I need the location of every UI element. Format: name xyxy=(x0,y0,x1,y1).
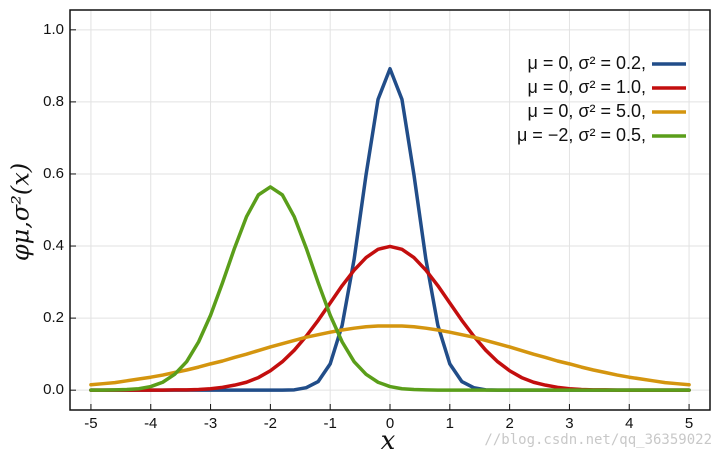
x-tick-label: 3 xyxy=(565,415,573,432)
curve xyxy=(89,324,691,387)
curve xyxy=(89,185,691,392)
y-tick-label: 0.4 xyxy=(43,237,64,254)
x-tick-label: 0 xyxy=(386,415,394,432)
x-tick-label: -5 xyxy=(84,415,97,432)
x-tick-label: -1 xyxy=(324,415,337,432)
legend-label: μ = −2, σ² = 0.5, xyxy=(517,125,646,145)
y-tick-label: 0.0 xyxy=(43,381,64,398)
x-tick-label: 1 xyxy=(446,415,454,432)
x-tick-label: -3 xyxy=(204,415,217,432)
legend: μ = 0, σ² = 0.2, μ = 0, σ² = 1.0, μ = 0, σ… xyxy=(517,53,686,145)
y-tick-label: 1.0 xyxy=(43,21,64,38)
y-tick-label: 0.8 xyxy=(43,93,64,110)
ticks: -5 -4 -3 -2 -1 0 1 2 3 4 5 0.0 0.2 0.4 0.6 0.8 1.0 xyxy=(43,21,693,432)
watermark: //blog.csdn.net/qq_36359022 xyxy=(484,432,712,448)
y-tick-label: 0.2 xyxy=(43,309,64,326)
x-tick-label: 2 xyxy=(505,415,513,432)
curves xyxy=(89,66,691,392)
x-tick-label: -2 xyxy=(264,415,277,432)
x-axis-label: x xyxy=(381,426,396,456)
x-tick-label: 4 xyxy=(625,415,633,432)
y-tick-label: 0.6 xyxy=(43,165,64,182)
x-tick-label: -4 xyxy=(144,415,157,432)
x-tick-label: 5 xyxy=(685,415,693,432)
legend-label: μ = 0, σ² = 5.0, xyxy=(527,101,646,121)
legend-label: μ = 0, σ² = 0.2, xyxy=(527,53,646,73)
legend-label: μ = 0, σ² = 1.0, xyxy=(527,77,646,97)
y-axis-label: φμ,σ²(x) xyxy=(7,163,35,261)
